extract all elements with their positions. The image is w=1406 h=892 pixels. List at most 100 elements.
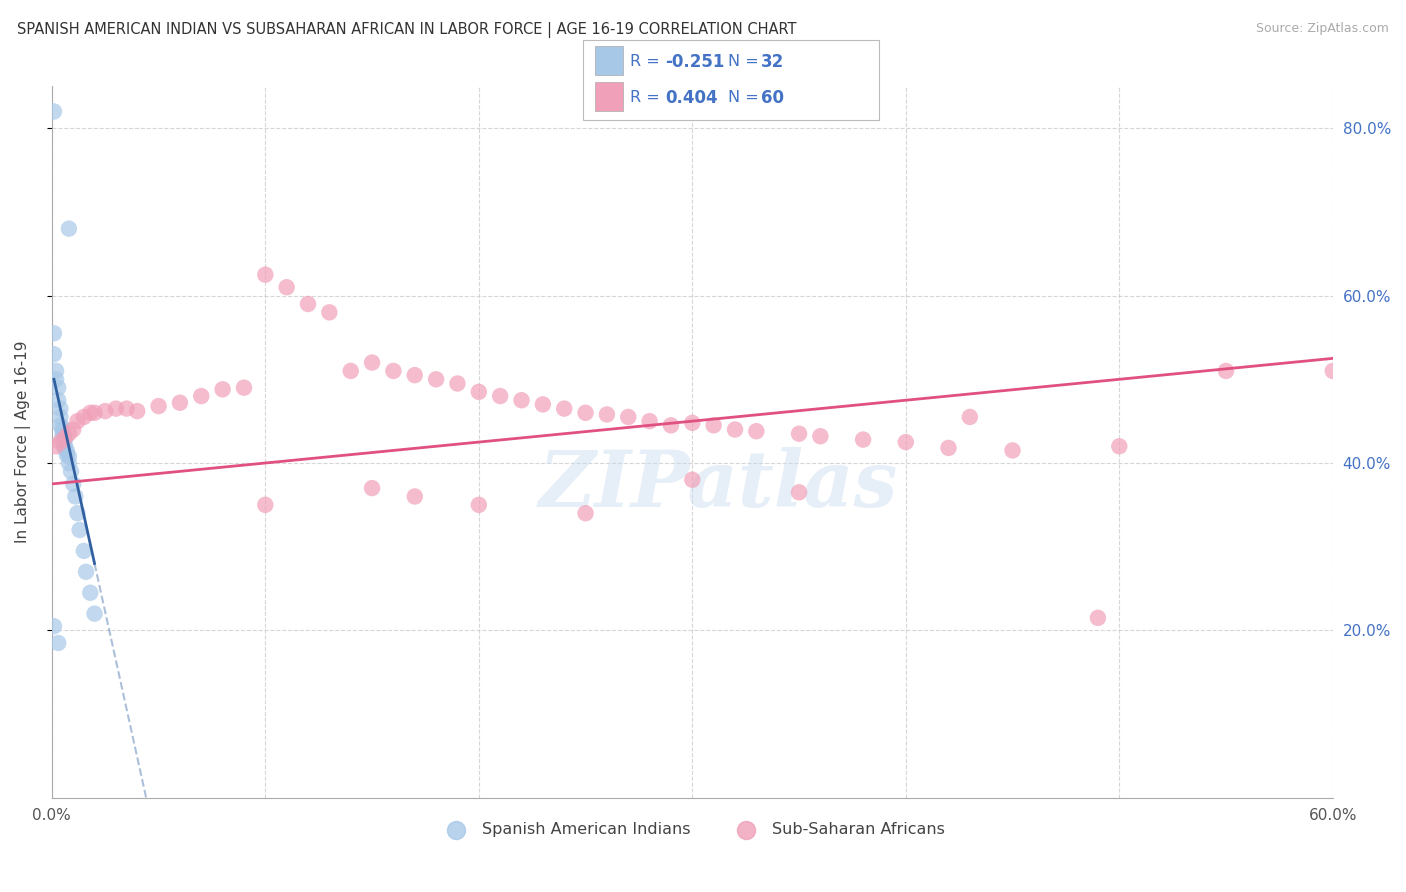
Point	[510, 393, 533, 408]
Point	[703, 418, 725, 433]
Point	[489, 389, 512, 403]
Point	[51, 424, 73, 438]
Point	[1108, 439, 1130, 453]
Point	[49, 435, 72, 450]
Point	[53, 441, 76, 455]
Point	[79, 406, 101, 420]
Point	[574, 406, 596, 420]
Y-axis label: In Labor Force | Age 16-19: In Labor Force | Age 16-19	[15, 341, 31, 543]
Point	[361, 355, 384, 369]
Point	[45, 364, 67, 378]
Point	[148, 399, 170, 413]
Point	[115, 401, 138, 416]
Point	[58, 456, 80, 470]
Text: SPANISH AMERICAN INDIAN VS SUBSAHARAN AFRICAN IN LABOR FORCE | AGE 16-19 CORRELA: SPANISH AMERICAN INDIAN VS SUBSAHARAN AF…	[17, 22, 796, 38]
Text: N =: N =	[728, 54, 765, 70]
Text: R =: R =	[630, 54, 665, 70]
Point	[66, 414, 89, 428]
Point	[468, 384, 491, 399]
Point	[233, 381, 256, 395]
Point	[681, 473, 703, 487]
Point	[404, 490, 426, 504]
Point	[318, 305, 340, 319]
Point	[104, 401, 127, 416]
Point	[852, 433, 875, 447]
Text: N =: N =	[728, 90, 765, 105]
Point	[382, 364, 405, 378]
Point	[51, 429, 73, 443]
Point	[45, 372, 67, 386]
Point	[46, 381, 69, 395]
Point	[42, 104, 65, 119]
Point	[938, 441, 960, 455]
Point	[73, 409, 96, 424]
Point	[55, 443, 77, 458]
Point	[254, 268, 277, 282]
Point	[83, 607, 105, 621]
Point	[42, 326, 65, 341]
Text: Source: ZipAtlas.com: Source: ZipAtlas.com	[1256, 22, 1389, 36]
Point	[66, 506, 89, 520]
Point	[553, 401, 575, 416]
Point	[79, 585, 101, 599]
Point	[55, 448, 77, 462]
Text: 0.404: 0.404	[665, 89, 717, 107]
Point	[127, 404, 149, 418]
Point	[297, 297, 319, 311]
Point	[42, 347, 65, 361]
Legend: Spanish American Indians, Sub-Saharan Africans: Spanish American Indians, Sub-Saharan Af…	[433, 815, 950, 843]
Point	[46, 393, 69, 408]
Text: ZIPatlas: ZIPatlas	[538, 447, 897, 523]
Point	[58, 426, 80, 441]
Point	[1001, 443, 1024, 458]
Point	[51, 421, 73, 435]
Point	[787, 426, 810, 441]
Point	[574, 506, 596, 520]
Point	[681, 416, 703, 430]
Point	[65, 490, 87, 504]
Point	[404, 368, 426, 383]
Point	[58, 221, 80, 235]
Point	[724, 423, 747, 437]
Point	[49, 418, 72, 433]
Point	[69, 523, 91, 537]
Point	[894, 435, 917, 450]
Point	[53, 431, 76, 445]
Point	[53, 433, 76, 447]
Point	[361, 481, 384, 495]
Point	[254, 498, 277, 512]
Point	[617, 409, 640, 424]
Point	[62, 423, 84, 437]
Point	[75, 565, 97, 579]
Text: 60: 60	[761, 89, 783, 107]
Point	[745, 424, 768, 438]
Point	[1215, 364, 1237, 378]
Point	[42, 619, 65, 633]
Text: -0.251: -0.251	[665, 53, 724, 70]
Text: R =: R =	[630, 90, 665, 105]
Point	[659, 418, 682, 433]
Point	[425, 372, 447, 386]
Point	[73, 544, 96, 558]
Point	[531, 397, 554, 411]
Point	[446, 376, 468, 391]
Point	[49, 401, 72, 416]
Point	[45, 439, 67, 453]
Point	[638, 414, 661, 428]
Point	[787, 485, 810, 500]
Text: 32: 32	[761, 53, 785, 70]
Point	[959, 409, 981, 424]
Point	[53, 437, 76, 451]
Point	[339, 364, 361, 378]
Point	[808, 429, 831, 443]
Point	[1087, 611, 1109, 625]
Point	[169, 396, 191, 410]
Point	[211, 382, 233, 396]
Point	[190, 389, 212, 403]
Point	[62, 477, 84, 491]
Point	[49, 409, 72, 424]
Point	[468, 498, 491, 512]
Point	[1322, 364, 1344, 378]
Point	[94, 404, 117, 418]
Point	[276, 280, 298, 294]
